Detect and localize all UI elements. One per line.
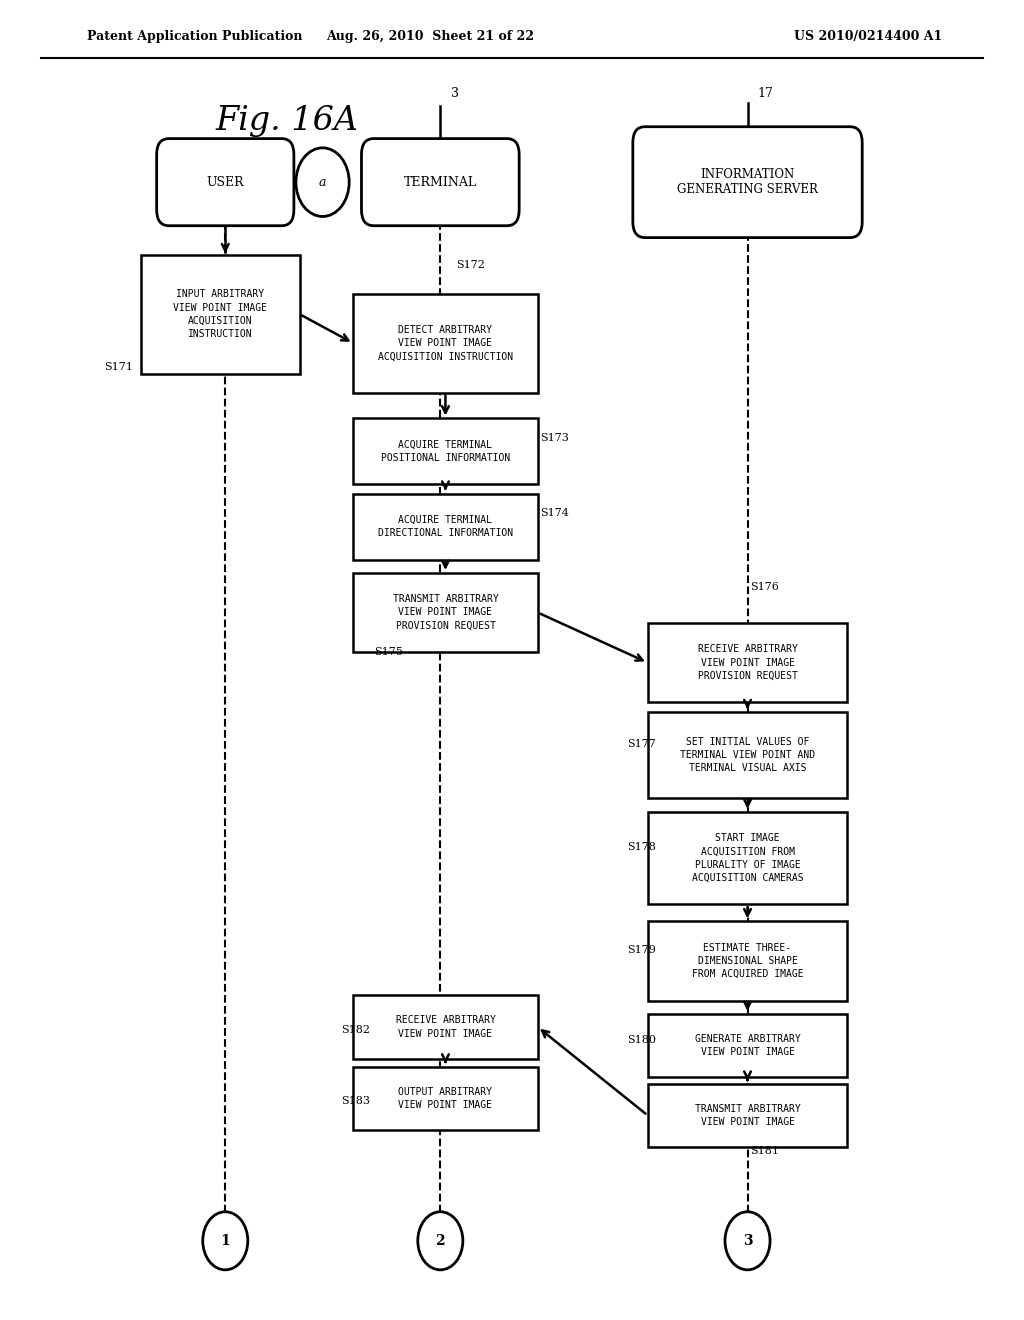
- FancyBboxPatch shape: [361, 139, 519, 226]
- FancyBboxPatch shape: [633, 127, 862, 238]
- Text: TRANSMIT ARBITRARY
VIEW POINT IMAGE
PROVISION REQUEST: TRANSMIT ARBITRARY VIEW POINT IMAGE PROV…: [392, 594, 499, 631]
- Circle shape: [725, 1212, 770, 1270]
- Text: S179: S179: [627, 945, 655, 956]
- Circle shape: [296, 148, 349, 216]
- FancyBboxPatch shape: [353, 573, 538, 652]
- Circle shape: [418, 1212, 463, 1270]
- Text: USER: USER: [207, 176, 244, 189]
- Text: TERMINAL: TERMINAL: [403, 176, 477, 189]
- Text: RECEIVE ARBITRARY
VIEW POINT IMAGE: RECEIVE ARBITRARY VIEW POINT IMAGE: [395, 1015, 496, 1039]
- Text: 3: 3: [451, 87, 459, 100]
- Text: S174: S174: [540, 508, 568, 519]
- FancyBboxPatch shape: [157, 139, 294, 226]
- Text: S181: S181: [751, 1146, 779, 1156]
- FancyBboxPatch shape: [647, 623, 847, 702]
- Text: ACQUIRE TERMINAL
DIRECTIONAL INFORMATION: ACQUIRE TERMINAL DIRECTIONAL INFORMATION: [378, 515, 513, 539]
- Circle shape: [203, 1212, 248, 1270]
- Text: S171: S171: [104, 362, 133, 372]
- Text: S178: S178: [627, 842, 655, 853]
- FancyBboxPatch shape: [353, 294, 538, 393]
- FancyBboxPatch shape: [353, 1067, 538, 1130]
- Text: TRANSMIT ARBITRARY
VIEW POINT IMAGE: TRANSMIT ARBITRARY VIEW POINT IMAGE: [694, 1104, 801, 1127]
- Text: RECEIVE ARBITRARY
VIEW POINT IMAGE
PROVISION REQUEST: RECEIVE ARBITRARY VIEW POINT IMAGE PROVI…: [697, 644, 798, 681]
- Text: Patent Application Publication: Patent Application Publication: [87, 30, 302, 44]
- FancyBboxPatch shape: [647, 1084, 847, 1147]
- FancyBboxPatch shape: [141, 255, 299, 374]
- Text: 17: 17: [758, 87, 774, 100]
- Text: US 2010/0214400 A1: US 2010/0214400 A1: [794, 30, 942, 44]
- FancyBboxPatch shape: [353, 494, 538, 560]
- Text: S177: S177: [627, 739, 655, 750]
- Text: START IMAGE
ACQUISITION FROM
PLURALITY OF IMAGE
ACQUISITION CAMERAS: START IMAGE ACQUISITION FROM PLURALITY O…: [691, 833, 804, 883]
- FancyBboxPatch shape: [353, 418, 538, 484]
- Text: S182: S182: [341, 1024, 370, 1035]
- Text: S176: S176: [751, 582, 779, 593]
- Text: ACQUIRE TERMINAL
POSITIONAL INFORMATION: ACQUIRE TERMINAL POSITIONAL INFORMATION: [381, 440, 510, 463]
- Text: 1: 1: [220, 1234, 230, 1247]
- Text: ESTIMATE THREE-
DIMENSIONAL SHAPE
FROM ACQUIRED IMAGE: ESTIMATE THREE- DIMENSIONAL SHAPE FROM A…: [691, 942, 804, 979]
- Text: INPUT ARBITRARY
VIEW POINT IMAGE
ACQUISITION
INSTRUCTION: INPUT ARBITRARY VIEW POINT IMAGE ACQUISI…: [173, 289, 267, 339]
- Text: S173: S173: [540, 433, 568, 444]
- Text: S175: S175: [374, 647, 402, 657]
- Text: 2: 2: [435, 1234, 445, 1247]
- Text: a: a: [318, 176, 327, 189]
- Text: Aug. 26, 2010  Sheet 21 of 22: Aug. 26, 2010 Sheet 21 of 22: [326, 30, 535, 44]
- Text: S172: S172: [456, 260, 484, 269]
- Text: Fig. 16A: Fig. 16A: [215, 106, 358, 137]
- Text: INFORMATION
GENERATING SERVER: INFORMATION GENERATING SERVER: [677, 168, 818, 197]
- FancyBboxPatch shape: [647, 1014, 847, 1077]
- Text: GENERATE ARBITRARY
VIEW POINT IMAGE: GENERATE ARBITRARY VIEW POINT IMAGE: [694, 1034, 801, 1057]
- Text: OUTPUT ARBITRARY
VIEW POINT IMAGE: OUTPUT ARBITRARY VIEW POINT IMAGE: [398, 1086, 493, 1110]
- FancyBboxPatch shape: [353, 995, 538, 1059]
- FancyBboxPatch shape: [647, 713, 847, 797]
- Text: DETECT ARBITRARY
VIEW POINT IMAGE
ACQUISITION INSTRUCTION: DETECT ARBITRARY VIEW POINT IMAGE ACQUIS…: [378, 325, 513, 362]
- Text: S183: S183: [341, 1096, 370, 1106]
- Text: 3: 3: [742, 1234, 753, 1247]
- Text: SET INITIAL VALUES OF
TERMINAL VIEW POINT AND
TERMINAL VISUAL AXIS: SET INITIAL VALUES OF TERMINAL VIEW POIN…: [680, 737, 815, 774]
- FancyBboxPatch shape: [647, 921, 847, 1001]
- Text: S180: S180: [627, 1035, 655, 1045]
- FancyBboxPatch shape: [647, 812, 847, 904]
